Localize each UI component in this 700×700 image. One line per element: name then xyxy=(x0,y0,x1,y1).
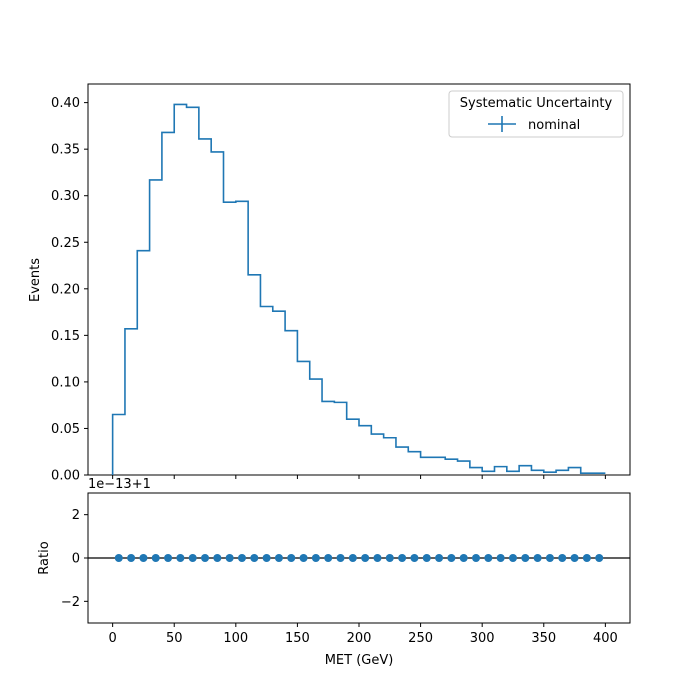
legend-box xyxy=(448,90,624,138)
main-y-tick-label: 0.40 xyxy=(51,96,80,111)
ratio-point xyxy=(201,554,210,562)
legend: Systematic Uncertainty nominal xyxy=(448,90,624,138)
ratio-y-axis-label: Ratio xyxy=(37,541,52,574)
ratio-point xyxy=(336,554,345,562)
main-y-tick-label: 0.25 xyxy=(51,236,80,251)
x-tick-label: 200 xyxy=(347,631,372,646)
ratio-point xyxy=(484,554,493,562)
ratio-point xyxy=(151,554,160,562)
main-y-tick-label: 0.35 xyxy=(51,143,80,158)
main-y-tick-label: 0.15 xyxy=(51,329,80,344)
ratio-point xyxy=(545,554,554,562)
ratio-point xyxy=(188,554,197,562)
ratio-point xyxy=(164,554,173,562)
ratio-point xyxy=(299,554,308,562)
ratio-point xyxy=(508,554,517,562)
ratio-point xyxy=(422,554,431,562)
ratio-point xyxy=(274,554,283,562)
x-tick-label: 400 xyxy=(593,631,618,646)
ratio-point xyxy=(262,554,271,562)
main-x-axis xyxy=(112,475,606,479)
ratio-point xyxy=(459,554,468,562)
ratio-point xyxy=(570,554,579,562)
ratio-y-tick-label: −2 xyxy=(61,595,80,610)
ratio-point xyxy=(385,554,394,562)
legend-entry-nominal: nominal xyxy=(528,118,580,133)
x-tick-label: 100 xyxy=(223,631,248,646)
ratio-point xyxy=(398,554,407,562)
ratio-point xyxy=(324,554,333,562)
main-y-tick-label: 0.00 xyxy=(51,469,80,484)
main-plot-area xyxy=(87,83,631,476)
ratio-point xyxy=(311,554,320,562)
ratio-point xyxy=(348,554,357,562)
ratio-point xyxy=(361,554,370,562)
ratio-y-tick-label: 2 xyxy=(72,508,80,523)
ratio-point xyxy=(472,554,481,562)
ratio-x-axis: 0 50 100 150 200 250 300 350 400 xyxy=(108,623,618,646)
ratio-point xyxy=(533,554,542,562)
ratio-y-tick-label: 0 xyxy=(72,552,80,567)
ratio-point xyxy=(139,554,148,562)
ratio-point xyxy=(435,554,444,562)
x-tick-label: 250 xyxy=(408,631,433,646)
x-tick-label: 0 xyxy=(108,631,116,646)
x-tick-label: 300 xyxy=(470,631,495,646)
ratio-point xyxy=(237,554,246,562)
main-y-tick-label: 0.30 xyxy=(51,189,80,204)
main-y-tick-label: 0.20 xyxy=(51,282,80,297)
main-y-tick-label: 0.05 xyxy=(51,422,80,437)
ratio-point xyxy=(558,554,567,562)
ratio-point xyxy=(250,554,259,562)
x-tick-label: 350 xyxy=(531,631,556,646)
ratio-point xyxy=(114,554,123,562)
ratio-point xyxy=(225,554,234,562)
ratio-point xyxy=(447,554,456,562)
ratio-panel: −2 0 2 0 50 100 150 200 250 300 350 400 1e−13+1 Ra… xyxy=(37,477,631,668)
legend-title: Systematic Uncertainty xyxy=(460,96,613,111)
ratio-point xyxy=(595,554,604,562)
ratio-y-axis: −2 0 2 xyxy=(61,508,88,610)
ratio-point xyxy=(373,554,382,562)
ratio-point xyxy=(213,554,222,562)
ratio-point xyxy=(496,554,505,562)
ratio-point xyxy=(582,554,591,562)
main-panel: 0.00 0.05 0.10 0.15 0.20 0.25 0.30 0.35 0.40 Eve… xyxy=(28,83,631,484)
ratio-points xyxy=(114,554,604,562)
ratio-point xyxy=(127,554,136,562)
main-y-axis: 0.00 0.05 0.10 0.15 0.20 0.25 0.30 0.35 0.40 xyxy=(51,96,88,484)
nominal-histogram-line xyxy=(111,103,606,475)
ratio-point xyxy=(176,554,185,562)
main-y-axis-label: Events xyxy=(28,258,43,302)
ratio-point xyxy=(287,554,296,562)
ratio-point xyxy=(521,554,530,562)
main-y-tick-label: 0.10 xyxy=(51,375,80,390)
ratio-offset-text: 1e−13+1 xyxy=(88,477,151,492)
ratio-point xyxy=(410,554,419,562)
x-tick-label: 150 xyxy=(285,631,310,646)
x-tick-label: 50 xyxy=(166,631,183,646)
x-axis-label: MET (GeV) xyxy=(325,653,394,668)
